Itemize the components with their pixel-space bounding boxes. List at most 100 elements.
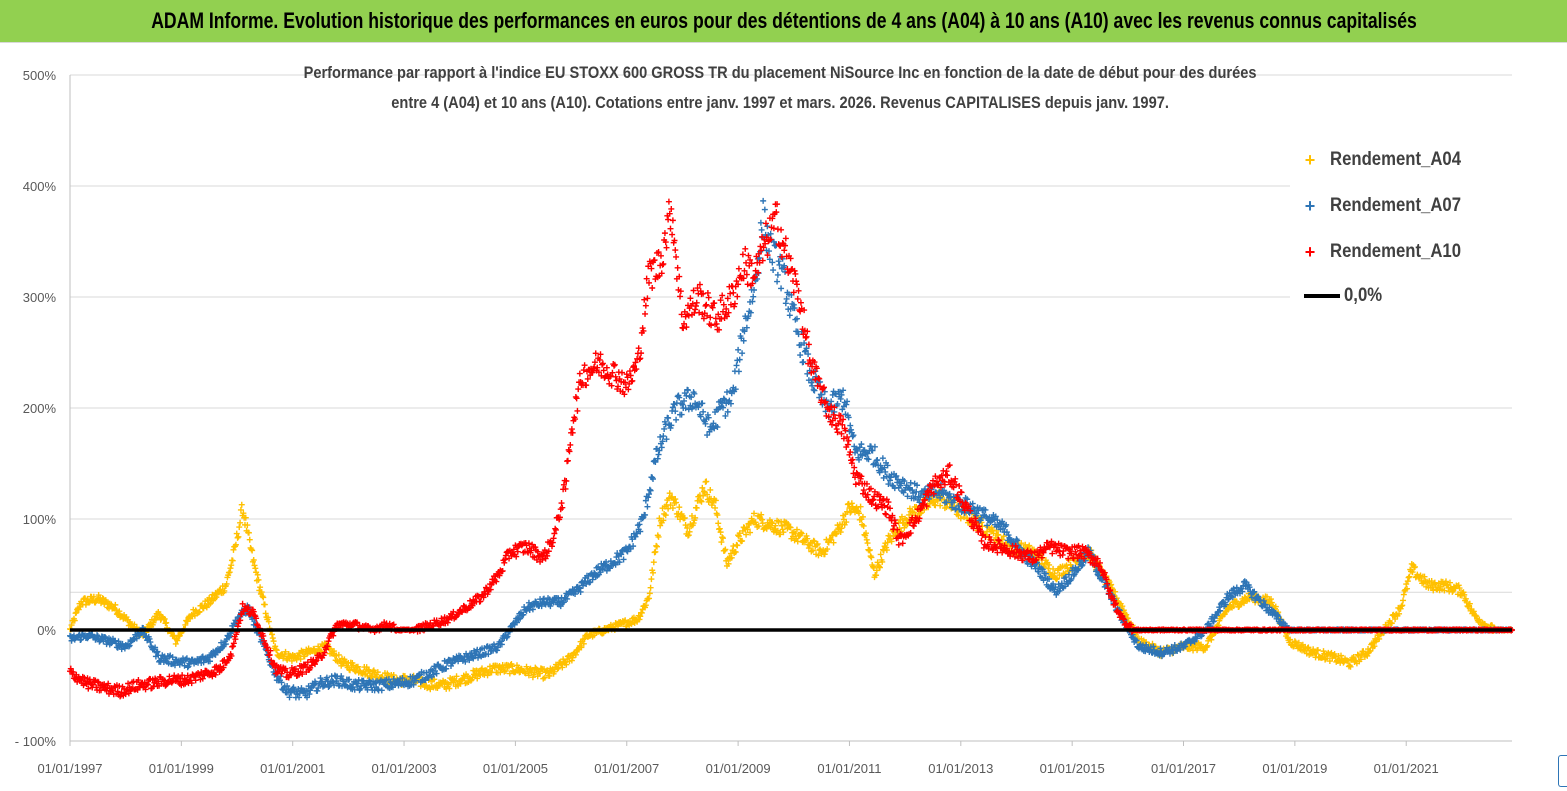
- y-tick-label: - 100%: [15, 734, 57, 749]
- data-point: [778, 285, 784, 291]
- y-tick-label: 200%: [23, 401, 57, 416]
- data-point: [644, 295, 650, 301]
- data-point: [792, 271, 798, 277]
- x-tick-label: 01/01/2019: [1262, 761, 1327, 776]
- x-tick-label: 01/01/2001: [260, 761, 325, 776]
- data-point: [694, 505, 700, 511]
- data-point: [787, 312, 793, 318]
- data-point: [565, 458, 571, 464]
- data-point: [742, 246, 748, 252]
- data-point: [705, 290, 711, 296]
- y-tick-label: 100%: [23, 512, 57, 527]
- data-point: [627, 368, 633, 374]
- data-point: [662, 230, 668, 236]
- data-point: [669, 232, 675, 238]
- data-point: [230, 643, 236, 649]
- data-point: [629, 378, 635, 384]
- data-point: [248, 546, 254, 552]
- data-point: [853, 481, 859, 487]
- data-point: [648, 576, 654, 582]
- data-point: [685, 387, 691, 393]
- data-point: [745, 281, 751, 287]
- data-point: [552, 526, 558, 532]
- x-tick-label: 01/01/2003: [372, 761, 437, 776]
- data-point: [569, 426, 575, 432]
- data-point: [692, 306, 698, 312]
- data-point: [270, 635, 276, 641]
- data-point: [750, 294, 756, 300]
- x-tick-label: 01/01/2005: [483, 761, 548, 776]
- data-point: [781, 247, 787, 253]
- data-point: [778, 227, 784, 233]
- data-point: [699, 400, 705, 406]
- data-point: [719, 534, 725, 540]
- data-point: [694, 300, 700, 306]
- data-point: [1406, 575, 1412, 581]
- data-point: [1400, 597, 1406, 603]
- data-point: [379, 687, 385, 693]
- data-point: [734, 542, 740, 548]
- data-point: [956, 483, 962, 489]
- data-point: [687, 295, 693, 301]
- y-tick-label: 400%: [23, 179, 57, 194]
- data-point: [739, 350, 745, 356]
- x-tick-label: 01/01/1999: [149, 761, 214, 776]
- data-point: [648, 585, 654, 591]
- data-point: [582, 362, 588, 368]
- y-tick-label: 300%: [23, 290, 57, 305]
- x-tick-label: 01/01/2011: [817, 761, 881, 776]
- x-tick-label: 01/01/2015: [1040, 761, 1105, 776]
- x-tick-label: 01/01/2017: [1151, 761, 1216, 776]
- data-point: [775, 272, 781, 278]
- data-point: [675, 265, 681, 271]
- data-point: [880, 455, 886, 461]
- data-point: [762, 207, 768, 213]
- data-point: [882, 511, 888, 517]
- data-point: [734, 362, 740, 368]
- x-tick-label: 01/01/2021: [1374, 761, 1439, 776]
- data-point: [677, 293, 683, 299]
- data-point: [734, 294, 740, 300]
- data-point: [559, 500, 565, 506]
- data-point: [774, 279, 780, 285]
- data-point: [574, 408, 580, 414]
- data-point: [271, 638, 277, 644]
- data-point: [794, 281, 800, 287]
- data-point: [665, 415, 671, 421]
- data-point: [868, 553, 874, 559]
- data-point: [236, 524, 242, 530]
- data-point: [642, 311, 648, 317]
- data-point: [672, 247, 678, 253]
- data-point: [577, 371, 583, 377]
- data-point: [670, 217, 676, 223]
- data-point: [722, 548, 728, 554]
- data-point: [847, 423, 853, 429]
- data-point: [676, 504, 682, 510]
- data-point: [653, 543, 659, 549]
- data-point: [724, 389, 730, 395]
- data-point: [736, 368, 742, 374]
- data-point: [732, 301, 738, 307]
- data-point: [760, 198, 766, 204]
- data-point: [715, 520, 721, 526]
- data-point: [798, 300, 804, 306]
- data-point: [641, 297, 647, 303]
- x-tick-label: 01/01/2007: [594, 761, 659, 776]
- x-tick-label: 01/01/1997: [37, 761, 102, 776]
- data-point: [668, 226, 674, 232]
- data-point: [664, 245, 670, 251]
- data-point: [703, 302, 709, 308]
- y-tick-label: 0%: [37, 623, 56, 638]
- data-point: [783, 235, 789, 241]
- data-point: [736, 266, 742, 272]
- data-point: [883, 512, 889, 518]
- report-header: ADAM Informe. Evolution historique des p…: [0, 0, 1567, 42]
- data-point: [797, 352, 803, 358]
- data-point: [574, 395, 580, 401]
- data-point: [673, 254, 679, 260]
- data-point: [706, 295, 712, 301]
- data-point: [703, 478, 709, 484]
- x-tick-label: 01/01/2009: [706, 761, 771, 776]
- data-point: [735, 347, 741, 353]
